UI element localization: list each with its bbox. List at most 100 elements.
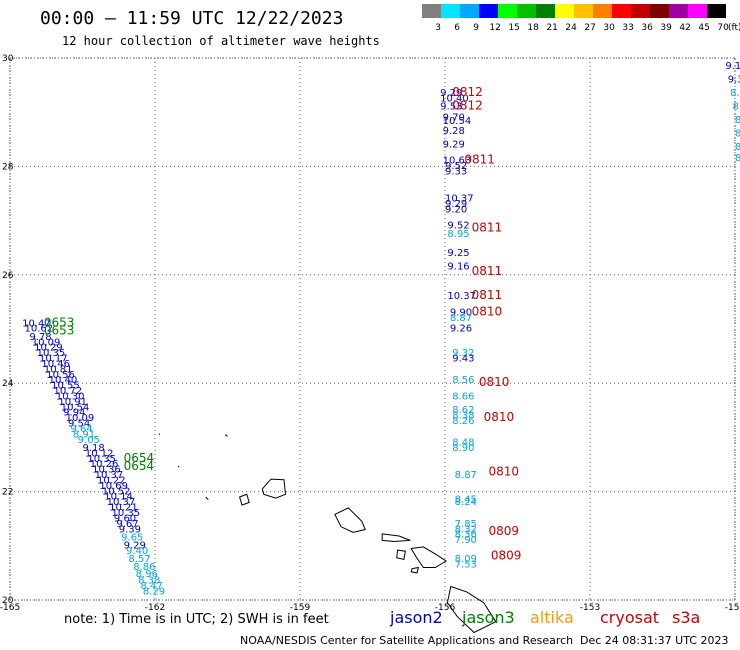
pass-time-label: 0812 [452,98,483,112]
colorbar-swatch [650,4,669,18]
wave-height-label: 8.26 [452,416,474,427]
pass-time-label: 0811 [464,153,495,167]
wave-height-label: 10.62 [25,324,54,335]
colorbar-label: 24 [565,23,577,33]
wave-height-label: 8 [735,129,740,140]
pass-time-label: 0809 [491,548,522,562]
x-tick-label: -156 [435,603,456,613]
island-outline [158,433,161,436]
wave-height-label: 8.32 [455,524,477,535]
wave-height-label: 8.91 [73,429,95,440]
wave-height-label: 10.35 [112,508,141,519]
wave-height-label: 8.90 [452,443,474,454]
island-outline [205,496,209,501]
colorbar-label: 27 [584,23,595,33]
colorbar-label: 12 [489,23,500,33]
wave-height-label: 8.09 [455,554,477,565]
pass-time-label: 0811 [472,264,503,278]
y-tick-label: 22 [2,488,13,498]
island-outline [396,549,406,561]
wave-height-label: 10.30 [56,391,85,402]
wave-height-label: 10.40 [49,375,78,386]
wave-height-label: 9.54 [68,419,90,430]
wave-height-label: 10.09 [32,337,61,348]
colorbar-swatch [479,4,498,18]
wave-height-label: 8.66 [452,391,474,402]
wave-height-label: 7.90 [455,535,477,546]
wave-height-label: 8.24 [455,497,477,508]
island-outline [381,533,411,543]
wave-height-label: 8.45 [455,494,477,505]
page-subtitle: 12 hour collection of altimeter wave hei… [62,34,380,48]
wave-height-label: 9.67 [116,519,138,530]
colorbar-swatch [460,4,479,18]
wave-height-label: 9.29 [124,541,146,552]
wave-height-label: 7.53 [455,559,477,570]
colorbar-label: 39 [660,23,672,33]
wave-height-label: 10.35 [37,348,66,359]
colorbar-swatch [536,4,555,18]
colorbar-label: 6 [454,23,460,33]
legend-altika: altika [530,608,574,627]
wave-height-label: 10.22 [97,475,126,486]
wave-height-label: 8 [735,115,740,126]
colorbar-label: 21 [546,23,557,33]
legend-jason3: jason3 [462,608,515,627]
y-tick-label: 28 [2,162,14,172]
wave-height-label: 10.26 [90,459,119,470]
wave-height-label: 9.32 [452,348,474,359]
plot-frame [9,57,736,601]
wave-height-label: 10.29 [34,343,63,354]
wave-height-label: 10.14 [104,492,133,503]
wave-height-label: 8.36 [455,530,477,541]
wave-height-label: 7.85 [455,519,477,530]
colorbar-label: 45 [698,23,709,33]
island-outline [177,465,180,468]
wave-height-label: 10.91 [58,397,87,408]
wave-height-label: 9.39 [119,524,141,535]
wave-height-label: 9.64 [70,424,92,435]
island-outline [410,566,420,574]
wave-height-label: 10.09 [66,413,95,424]
wave-height-label: 9.29 [445,199,467,210]
island-outline [261,478,287,499]
wave-height-label: 10.63 [443,156,472,167]
wave-height-label: 10.17 [39,354,68,365]
wave-height-label: 10.46 [41,359,70,370]
x-tick-label: -153 [580,603,600,613]
wave-height-label: 9.52 [447,221,469,232]
island-outline [224,434,228,437]
colorbar-swatch [517,4,536,18]
wave-height-label: 8.38 [452,410,474,421]
wave-height-label: 10.37 [107,497,136,508]
wave-height-label: 8.95 [447,229,469,240]
wave-height-label: 9.43 [452,354,474,365]
pass-time-label: 0810 [472,304,503,318]
wave-height-label: 10.54 [443,116,472,127]
wave-height-label: 9.90 [450,307,472,318]
wave-height-label: 8.48 [452,438,474,449]
wave-height-label: 10.21 [109,503,138,514]
island-outline [410,546,447,568]
x-tick-label: -150 [725,603,740,613]
wave-height-label: 9.70 [443,112,465,123]
x-tick-label: -165 [0,603,20,613]
wave-height-label: 10.37 [95,470,124,481]
island-outline [446,585,497,634]
wave-height-label: 9.25 [447,248,469,259]
colorbar-label: 15 [508,23,519,33]
colorbar-label: 18 [527,23,539,33]
wave-height-label: 8.6 [733,101,740,112]
colorbar-swatch [612,4,631,18]
wave-height-label: 9.12 [725,61,740,72]
colorbar-label: 9 [473,23,479,33]
wave-height-label: 8.87 [450,313,472,324]
wave-height-label: 10.81 [44,364,73,375]
wave-height-label: 10.37 [445,194,474,205]
colorbar-label: 33 [622,23,633,33]
note-text: note: 1) Time is in UTC; 2) SWH is in fe… [64,612,329,627]
colorbar-swatch [574,4,593,18]
colorbar-swatch [688,4,707,18]
